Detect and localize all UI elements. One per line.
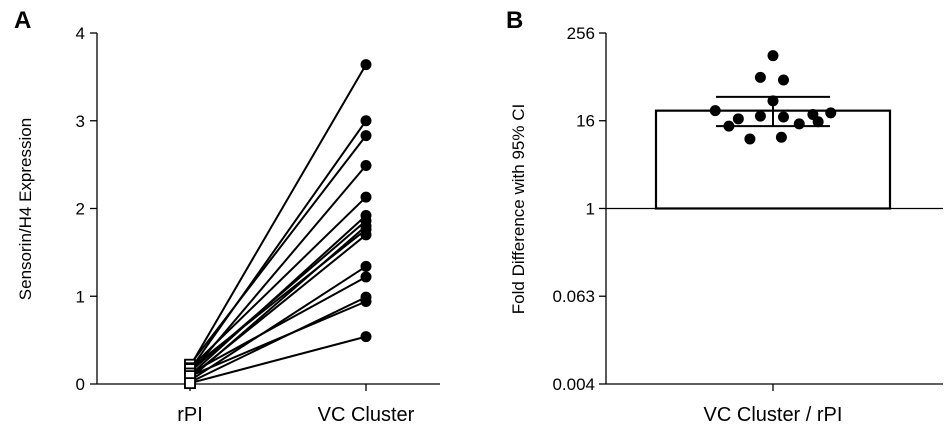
panel-a-vc-marker xyxy=(360,296,372,308)
panel-a-vc-marker xyxy=(360,59,372,71)
panel-a-rpi-markers xyxy=(184,358,196,390)
panel-b-point xyxy=(754,71,766,83)
panel-a-category-label: rPI xyxy=(177,404,203,426)
panel-a-pair-line xyxy=(189,228,367,370)
panel-b-point xyxy=(709,105,721,117)
panel-b-y-tick-label: 256 xyxy=(567,24,595,43)
panel-b-letter: B xyxy=(506,7,523,34)
panel-a-pair-line xyxy=(189,135,367,366)
panel-b-point xyxy=(732,113,744,125)
panel-b-point xyxy=(775,131,787,143)
panel-a-vc-marker xyxy=(360,260,372,272)
panel-b-point xyxy=(778,74,789,86)
panel-a-y-tick-label: 3 xyxy=(76,112,85,131)
panel-a-pair-line xyxy=(189,265,367,382)
panel-b-point xyxy=(723,120,735,132)
panel-b-point xyxy=(825,107,837,119)
panel-a-y-tick-label: 1 xyxy=(76,287,85,306)
panel-a-pair-line xyxy=(189,234,367,378)
panel-a-vc-marker xyxy=(360,130,372,142)
panel-a-y-tick-label: 0 xyxy=(76,375,85,394)
panel-a-vc-markers xyxy=(360,59,372,343)
panel-a-pair-line xyxy=(189,196,367,369)
panel-b-point xyxy=(812,116,824,128)
panel-a-pair-line xyxy=(189,276,367,375)
panel-a-pair-line xyxy=(189,300,367,378)
panel-b-point xyxy=(793,118,805,130)
panel-b-x-ticks: VC Cluster / rPI xyxy=(704,384,843,426)
panel-a-x-ticks: rPI VC Cluster xyxy=(177,384,415,426)
panel-b-point xyxy=(767,50,779,62)
panel-a-y-axis-title: Sensorin/H4 Expression xyxy=(16,118,35,300)
panel-b-category-label: VC Cluster / rPI xyxy=(704,404,843,426)
panel-a-vc-marker xyxy=(360,229,372,241)
panel-a-vc-marker xyxy=(360,191,372,203)
panel-a-vc-marker xyxy=(360,331,372,343)
panel-b-y-tick-label: 0.004 xyxy=(552,375,595,394)
panel-b-point xyxy=(744,133,756,145)
panel-a-y-tick-label: 4 xyxy=(76,24,85,43)
panel-b-y-axis-title: Fold Difference with 95% CI xyxy=(509,104,528,314)
panel-a-vc-marker xyxy=(360,115,372,127)
panel-b-point xyxy=(754,110,766,122)
panel-a-pair-line xyxy=(189,335,367,385)
panel-b-y-tick-label: 16 xyxy=(576,112,595,131)
panel-a-letter: A xyxy=(14,7,31,34)
panel-b: B Fold Difference with 95% CI 256 16 1 0.06… xyxy=(506,7,943,426)
panel-a-pair-line xyxy=(189,64,367,367)
panel-a-vc-marker xyxy=(360,160,372,172)
panel-a-vc-marker xyxy=(360,271,372,283)
panel-b-points xyxy=(709,50,837,145)
panel-a-pair-line xyxy=(189,120,367,371)
panel-b-y-ticks: 256 16 1 0.063 0.004 xyxy=(552,24,606,394)
panel-a-y-tick-label: 2 xyxy=(76,200,85,219)
panel-a: A Sensorin/H4 Expression 0 1 2 3 4 rPI VC Clu… xyxy=(14,7,440,426)
panel-b-point xyxy=(767,95,779,107)
panel-a-pair-lines xyxy=(189,64,367,385)
panel-b-point xyxy=(778,111,789,123)
panel-a-category-label: VC Cluster xyxy=(318,404,415,426)
panel-b-y-tick-label: 1 xyxy=(586,199,595,218)
panel-a-y-ticks: 0 1 2 3 4 xyxy=(76,24,97,394)
panel-b-y-tick-label: 0.063 xyxy=(552,287,595,306)
panel-a-rpi-marker xyxy=(184,377,196,390)
